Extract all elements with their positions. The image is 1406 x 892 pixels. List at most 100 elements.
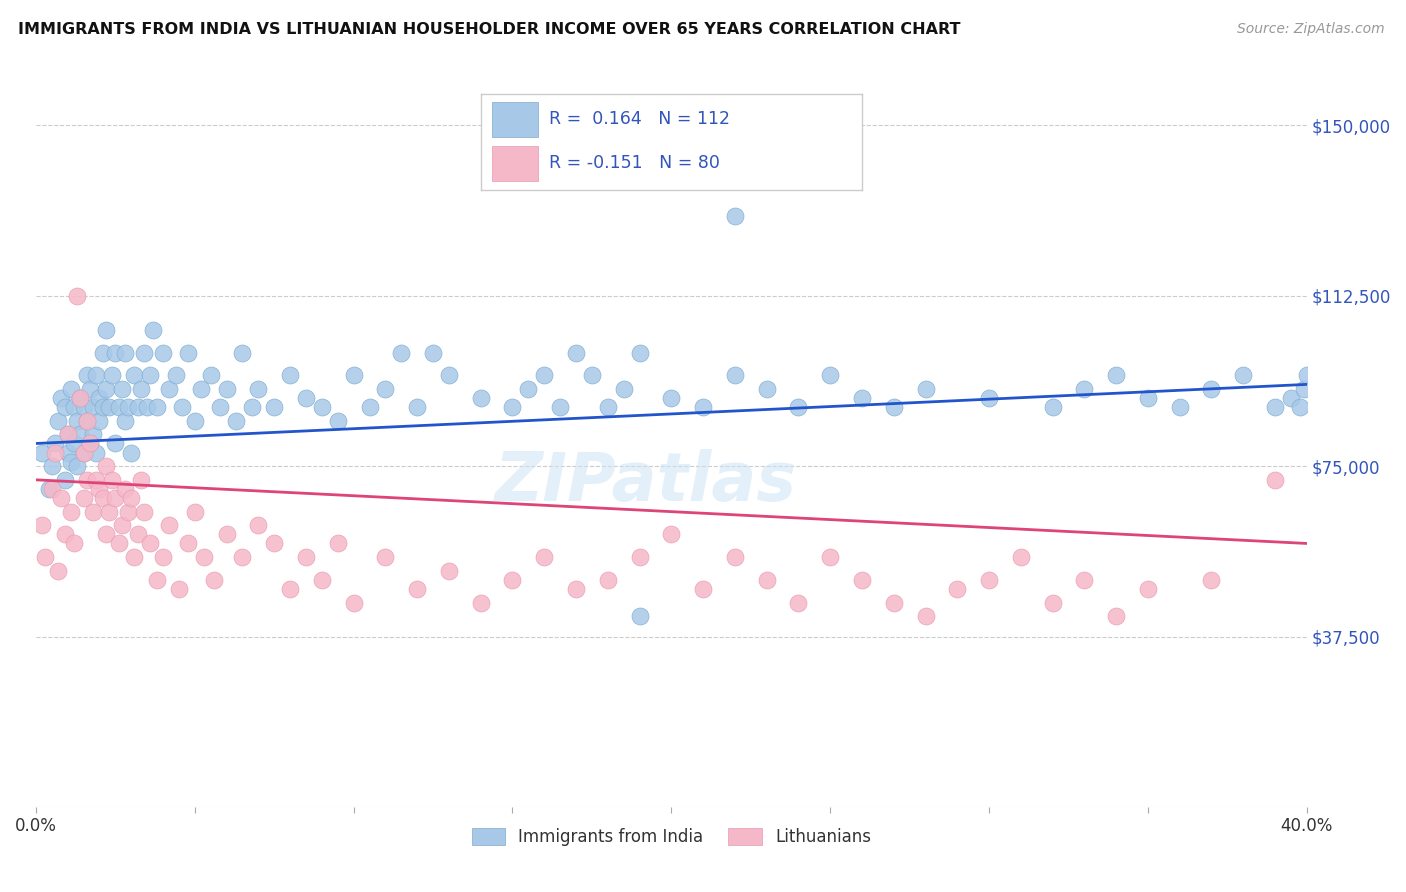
Point bbox=[98, 505, 121, 519]
Point bbox=[215, 382, 238, 396]
Point bbox=[202, 573, 225, 587]
Point bbox=[145, 573, 167, 587]
Point bbox=[502, 400, 524, 414]
Point bbox=[31, 518, 53, 533]
Point bbox=[98, 400, 121, 414]
Point bbox=[139, 536, 162, 550]
Point bbox=[596, 573, 619, 587]
Legend: Immigrants from India, Lithuanians: Immigrants from India, Lithuanians bbox=[464, 819, 879, 855]
Point bbox=[44, 445, 66, 459]
Point bbox=[66, 459, 89, 474]
Point bbox=[851, 573, 873, 587]
Point bbox=[167, 582, 190, 596]
Point bbox=[59, 382, 82, 396]
Point bbox=[56, 427, 79, 442]
Point bbox=[120, 445, 142, 459]
Point bbox=[193, 550, 215, 565]
Point bbox=[101, 473, 124, 487]
Point bbox=[1289, 400, 1312, 414]
Point bbox=[1010, 550, 1032, 565]
Point bbox=[437, 368, 460, 383]
Point bbox=[311, 573, 333, 587]
Point bbox=[111, 518, 134, 533]
Point bbox=[263, 400, 285, 414]
Point bbox=[1295, 368, 1317, 383]
Point bbox=[79, 436, 101, 450]
Point bbox=[94, 459, 117, 474]
Point bbox=[565, 345, 588, 359]
Point bbox=[914, 609, 936, 624]
Point bbox=[326, 414, 349, 428]
Point bbox=[1042, 595, 1064, 609]
Point bbox=[136, 400, 159, 414]
Point bbox=[659, 527, 682, 541]
Point bbox=[1279, 391, 1302, 405]
Point bbox=[120, 491, 142, 505]
Point bbox=[1105, 609, 1128, 624]
Point bbox=[359, 400, 381, 414]
Point bbox=[628, 609, 651, 624]
Point bbox=[94, 323, 117, 337]
Point bbox=[946, 582, 969, 596]
Point bbox=[1292, 382, 1315, 396]
Point bbox=[79, 436, 101, 450]
Point bbox=[84, 368, 107, 383]
Point bbox=[247, 518, 270, 533]
Point bbox=[107, 536, 129, 550]
Point bbox=[56, 445, 79, 459]
Point bbox=[72, 445, 94, 459]
Point bbox=[628, 345, 651, 359]
Point bbox=[470, 391, 492, 405]
Point bbox=[63, 436, 86, 450]
Point bbox=[124, 550, 146, 565]
Point bbox=[84, 445, 107, 459]
Point bbox=[59, 455, 82, 469]
Point bbox=[883, 400, 905, 414]
Point bbox=[326, 536, 349, 550]
Point bbox=[152, 550, 174, 565]
Point bbox=[89, 414, 111, 428]
Point bbox=[51, 391, 73, 405]
Point bbox=[76, 414, 98, 428]
Point bbox=[225, 414, 247, 428]
Point bbox=[818, 550, 841, 565]
Point bbox=[190, 382, 212, 396]
Point bbox=[104, 491, 127, 505]
Point bbox=[69, 391, 91, 405]
Point bbox=[263, 536, 285, 550]
Point bbox=[1073, 382, 1095, 396]
Point bbox=[63, 536, 86, 550]
Point bbox=[374, 382, 396, 396]
Point bbox=[787, 400, 810, 414]
Point bbox=[215, 527, 238, 541]
Point bbox=[724, 368, 747, 383]
Point bbox=[104, 345, 127, 359]
Point bbox=[56, 427, 79, 442]
Point bbox=[82, 427, 104, 442]
Point bbox=[278, 368, 301, 383]
Point bbox=[517, 382, 540, 396]
Point bbox=[66, 289, 89, 303]
Point bbox=[184, 414, 207, 428]
Point bbox=[343, 368, 366, 383]
Point bbox=[692, 582, 714, 596]
Point bbox=[613, 382, 636, 396]
Point bbox=[200, 368, 222, 383]
Point bbox=[66, 414, 89, 428]
Point bbox=[142, 323, 165, 337]
Point bbox=[374, 550, 396, 565]
Point bbox=[692, 400, 714, 414]
Point bbox=[240, 400, 263, 414]
Point bbox=[247, 382, 270, 396]
Point bbox=[127, 400, 149, 414]
Point bbox=[1073, 573, 1095, 587]
Point bbox=[818, 368, 841, 383]
Point bbox=[406, 582, 429, 596]
Point bbox=[46, 414, 69, 428]
Point bbox=[34, 550, 56, 565]
Point bbox=[94, 527, 117, 541]
Point bbox=[104, 436, 127, 450]
Point bbox=[129, 382, 152, 396]
Point bbox=[82, 400, 104, 414]
Point bbox=[1042, 400, 1064, 414]
